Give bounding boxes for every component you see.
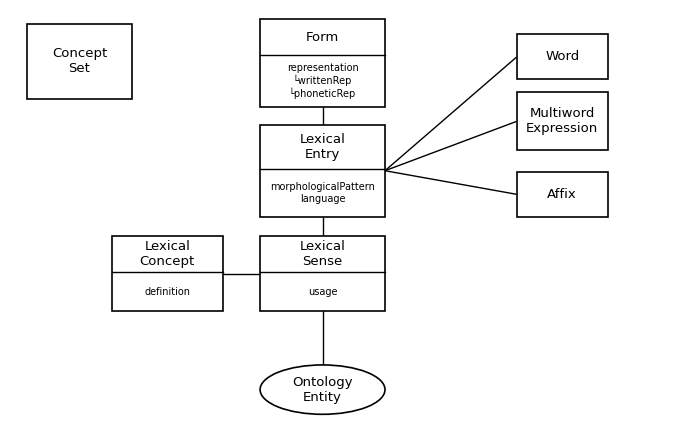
Text: Lexical
Concept: Lexical Concept bbox=[140, 240, 195, 268]
FancyBboxPatch shape bbox=[260, 236, 385, 311]
Text: Concept
Set: Concept Set bbox=[52, 47, 107, 75]
FancyBboxPatch shape bbox=[27, 24, 132, 99]
Ellipse shape bbox=[260, 365, 385, 414]
Text: Word: Word bbox=[545, 50, 579, 64]
Text: Lexical
Sense: Lexical Sense bbox=[300, 240, 345, 268]
FancyBboxPatch shape bbox=[260, 19, 385, 107]
FancyBboxPatch shape bbox=[517, 172, 608, 217]
Text: morphologicalPattern
language: morphologicalPattern language bbox=[270, 182, 375, 204]
FancyBboxPatch shape bbox=[517, 35, 608, 80]
Text: Lexical
Entry: Lexical Entry bbox=[300, 133, 345, 161]
Text: Multiword
Expression: Multiword Expression bbox=[526, 107, 598, 135]
FancyBboxPatch shape bbox=[260, 124, 385, 217]
Text: representation
└writtenRep
└phoneticRep: representation └writtenRep └phoneticRep bbox=[287, 63, 358, 99]
Text: definition: definition bbox=[144, 287, 190, 297]
Text: Ontology
Entity: Ontology Entity bbox=[292, 376, 353, 404]
Text: usage: usage bbox=[308, 287, 338, 297]
FancyBboxPatch shape bbox=[112, 236, 223, 311]
FancyBboxPatch shape bbox=[517, 92, 608, 150]
Text: Affix: Affix bbox=[547, 188, 577, 201]
Text: Form: Form bbox=[306, 31, 339, 43]
